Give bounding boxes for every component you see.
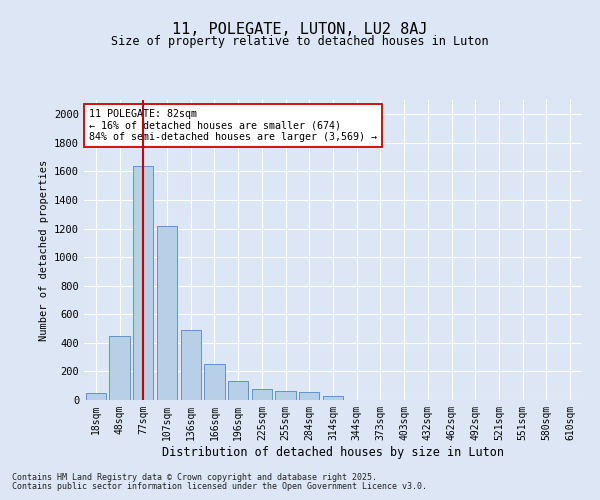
Bar bbox=[228, 382, 248, 400]
Bar bbox=[157, 226, 177, 400]
Bar bbox=[205, 364, 224, 400]
Bar bbox=[109, 336, 130, 400]
Text: Contains HM Land Registry data © Crown copyright and database right 2025.: Contains HM Land Registry data © Crown c… bbox=[12, 472, 377, 482]
Y-axis label: Number of detached properties: Number of detached properties bbox=[38, 160, 49, 340]
Text: Contains public sector information licensed under the Open Government Licence v3: Contains public sector information licen… bbox=[12, 482, 427, 491]
Bar bbox=[299, 392, 319, 400]
Bar bbox=[133, 166, 154, 400]
Bar bbox=[86, 393, 106, 400]
Bar bbox=[181, 330, 201, 400]
X-axis label: Distribution of detached houses by size in Luton: Distribution of detached houses by size … bbox=[162, 446, 504, 458]
Bar bbox=[323, 396, 343, 400]
Bar bbox=[252, 388, 272, 400]
Text: 11 POLEGATE: 82sqm
← 16% of detached houses are smaller (674)
84% of semi-detach: 11 POLEGATE: 82sqm ← 16% of detached hou… bbox=[89, 109, 377, 142]
Bar bbox=[275, 390, 296, 400]
Text: Size of property relative to detached houses in Luton: Size of property relative to detached ho… bbox=[111, 35, 489, 48]
Text: 11, POLEGATE, LUTON, LU2 8AJ: 11, POLEGATE, LUTON, LU2 8AJ bbox=[172, 22, 428, 38]
